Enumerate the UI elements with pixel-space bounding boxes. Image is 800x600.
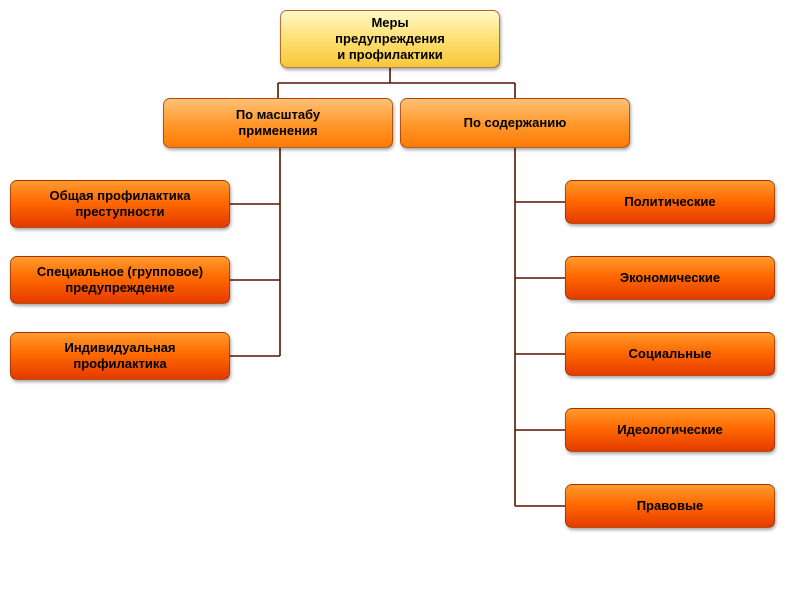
category-scale-label: По масштабуприменения bbox=[236, 107, 320, 140]
leaf-scale-1-label: Специальное (групповое)предупреждение bbox=[37, 264, 203, 297]
leaf-scale-2-label: Индивидуальнаяпрофилактика bbox=[64, 340, 175, 373]
leaf-content-3-label: Идеологические bbox=[617, 422, 722, 438]
leaf-content-2-label: Социальные bbox=[629, 346, 712, 362]
category-content: По содержанию bbox=[400, 98, 630, 148]
leaf-content-0: Политические bbox=[565, 180, 775, 224]
leaf-content-1: Экономические bbox=[565, 256, 775, 300]
root-label: Мерыпредупрежденияи профилактики bbox=[335, 15, 445, 64]
leaf-scale-1: Специальное (групповое)предупреждение bbox=[10, 256, 230, 304]
leaf-content-4: Правовые bbox=[565, 484, 775, 528]
category-scale: По масштабуприменения bbox=[163, 98, 393, 148]
leaf-scale-0: Общая профилактикапреступности bbox=[10, 180, 230, 228]
leaf-content-2: Социальные bbox=[565, 332, 775, 376]
leaf-scale-0-label: Общая профилактикапреступности bbox=[50, 188, 191, 221]
root-node: Мерыпредупрежденияи профилактики bbox=[280, 10, 500, 68]
leaf-scale-2: Индивидуальнаяпрофилактика bbox=[10, 332, 230, 380]
leaf-content-0-label: Политические bbox=[624, 194, 715, 210]
leaf-content-1-label: Экономические bbox=[620, 270, 720, 286]
leaf-content-3: Идеологические bbox=[565, 408, 775, 452]
leaf-content-4-label: Правовые bbox=[637, 498, 704, 514]
category-content-label: По содержанию bbox=[464, 115, 567, 131]
